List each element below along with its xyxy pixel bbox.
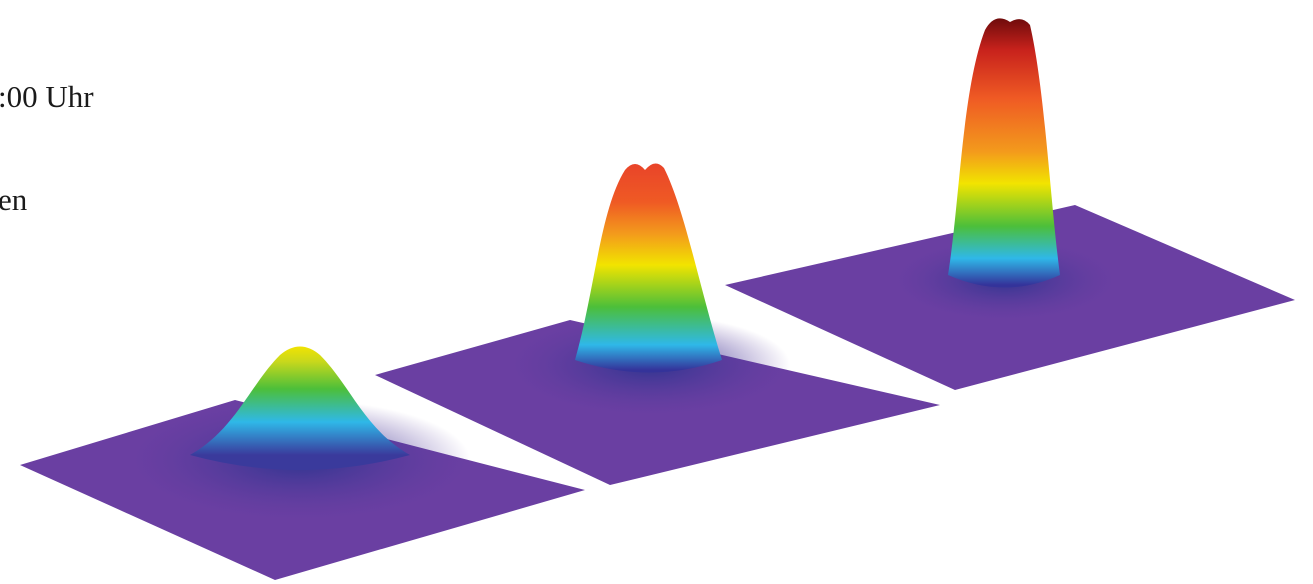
surface-plot xyxy=(725,18,1295,390)
caption-text: :00 Uhr xyxy=(0,79,94,114)
surface-plot xyxy=(375,163,940,485)
surface-plot xyxy=(20,346,585,580)
caption-text: en xyxy=(0,182,28,217)
